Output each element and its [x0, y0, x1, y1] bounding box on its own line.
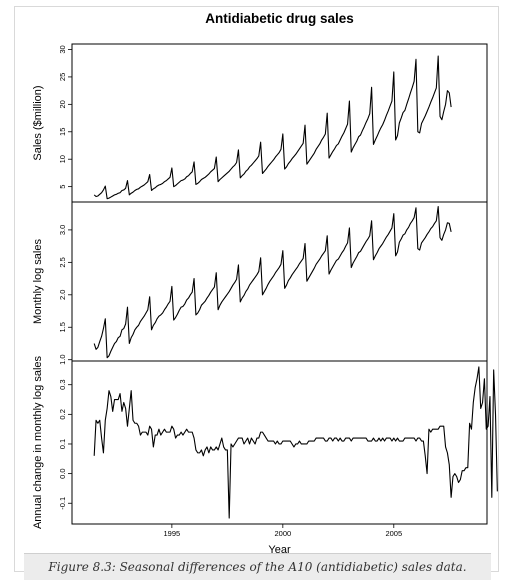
panel-frame-log — [71, 201, 488, 362]
panel-frame-sales — [71, 43, 488, 203]
x-tick-label: 1995 — [164, 529, 181, 538]
y-tick-label-sales: 25 — [58, 73, 67, 81]
figure-frame — [14, 6, 499, 572]
series-line-sales — [93, 55, 452, 200]
series-line-log — [93, 205, 452, 359]
y-tick-label-annual_change: 0.1 — [58, 439, 67, 449]
y-axis-label-log: Monthly log sales — [32, 239, 44, 324]
y-tick-label-sales: 20 — [58, 100, 67, 108]
x-tick-label: 2005 — [385, 529, 402, 538]
y-tick-label-annual_change: 0.2 — [58, 409, 67, 419]
y-axis-label-annual_change: Annual change in monthly log sales — [32, 355, 44, 529]
y-tick-label-log: 1.0 — [58, 354, 67, 364]
y-tick-label-annual_change: 0.0 — [58, 468, 67, 478]
y-tick-label-sales: 10 — [58, 155, 67, 163]
y-tick-label-annual_change: 0.3 — [58, 379, 67, 389]
y-tick-label-sales: 5 — [58, 185, 67, 189]
y-tick-label-annual_change: -0.1 — [58, 497, 67, 510]
series-line-annual_change — [93, 366, 498, 519]
y-axis-label-sales: Sales ($million) — [32, 85, 44, 160]
y-tick-label-sales: 30 — [58, 45, 67, 53]
y-tick-label-log: 1.5 — [58, 322, 67, 332]
panel-frame-annual_change — [71, 360, 488, 525]
y-tick-label-log: 2.5 — [58, 257, 67, 267]
figure-caption: Figure 8.3: Seasonal differences of the … — [24, 553, 491, 580]
y-tick-label-log: 3.0 — [58, 225, 67, 235]
y-tick-label-sales: 15 — [58, 128, 67, 136]
x-tick-label: 2000 — [274, 529, 291, 538]
y-tick-label-log: 2.0 — [58, 290, 67, 300]
chart-title: Antidiabetic drug sales — [205, 11, 354, 26]
